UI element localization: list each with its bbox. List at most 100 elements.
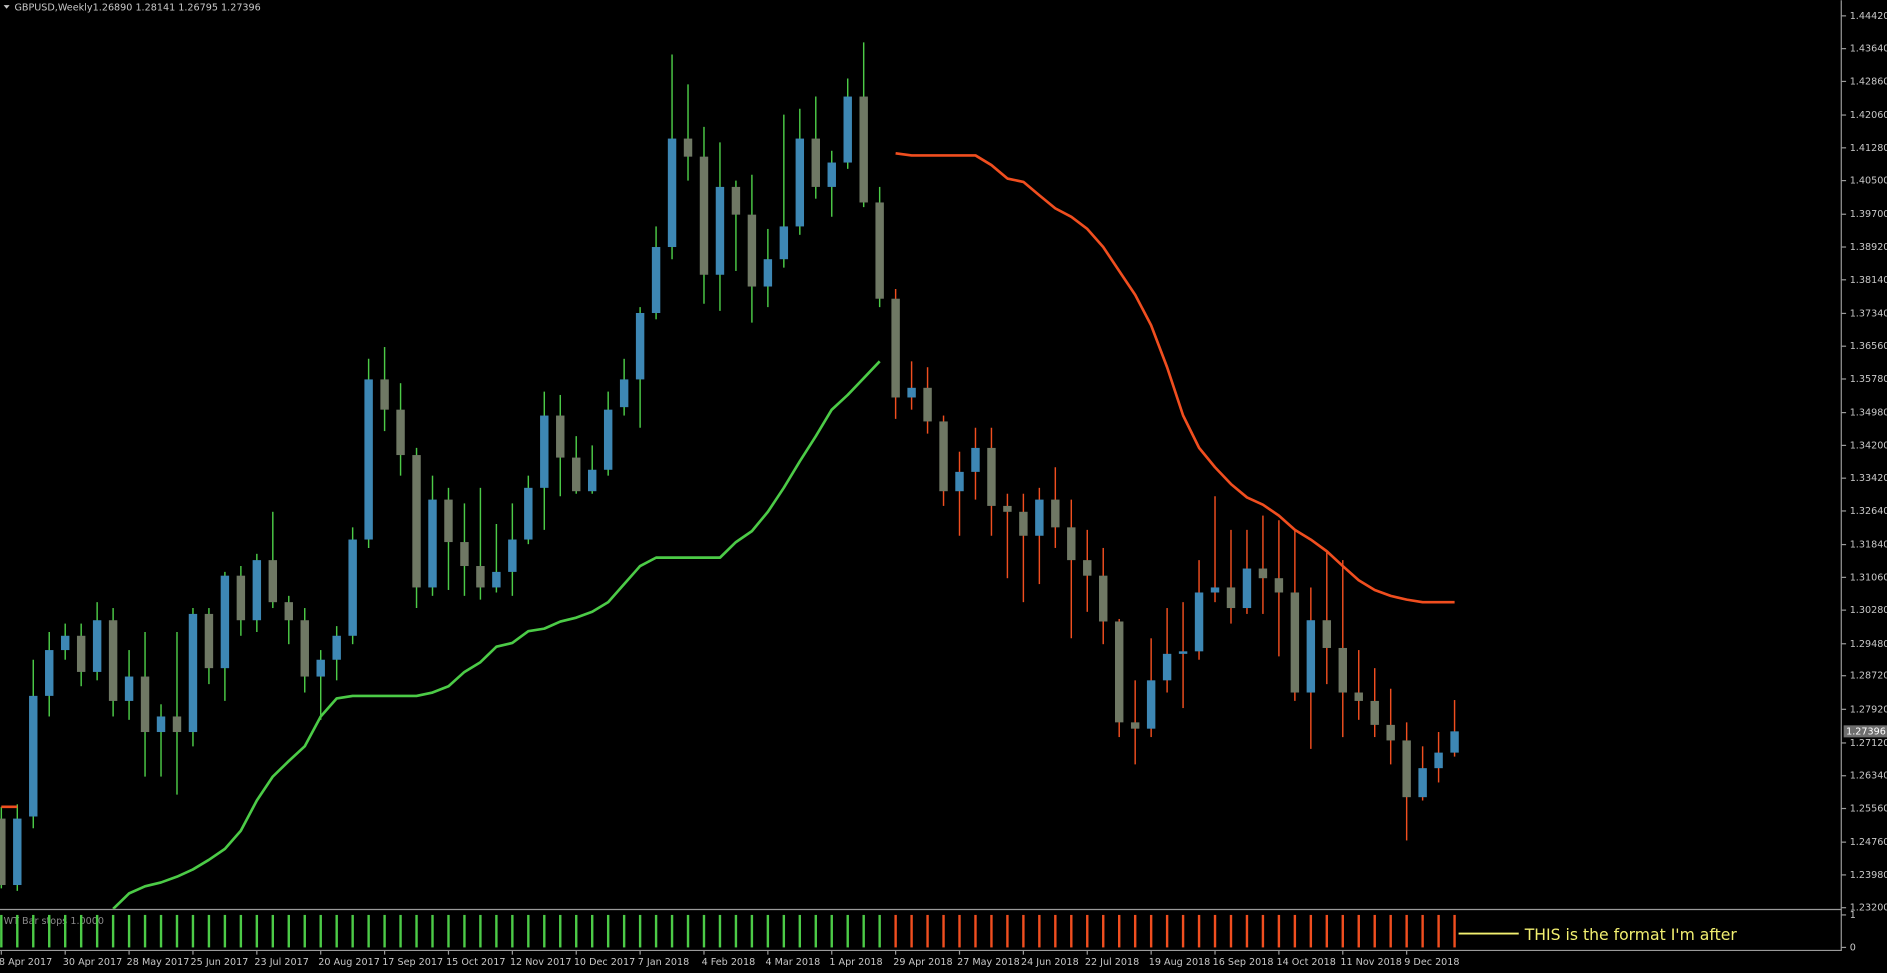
indicator-bar — [143, 914, 147, 948]
y-tick-label: 1.23200 — [1850, 903, 1887, 914]
indicator-bar — [926, 914, 929, 948]
candle-body — [811, 138, 820, 187]
candle-body — [1051, 499, 1060, 528]
indicator-bar — [1022, 914, 1025, 948]
y-tick-label: 1.34200 — [1850, 440, 1887, 451]
indicator-bar — [1038, 914, 1041, 948]
candle-body — [412, 455, 421, 588]
candle-body — [1194, 592, 1204, 652]
candle-body — [955, 471, 964, 492]
x-tick-label: 7 Jan 2018 — [638, 957, 689, 968]
indicator-bar — [79, 914, 83, 948]
candle-body — [827, 162, 836, 187]
ohlc-label: 1.26890 1.28141 1.26795 1.27396 — [93, 3, 261, 14]
indicator-bar — [606, 914, 610, 948]
x-tick-label: 1 Apr 2018 — [829, 957, 882, 968]
y-tick-label: 1.29480 — [1850, 639, 1887, 650]
indicator-pane: WT Bar stops 1.0000 — [0, 914, 1456, 948]
y-tick-label: 1.33420 — [1850, 473, 1887, 484]
indicator-bar — [367, 914, 370, 948]
indicator-bar — [127, 914, 131, 948]
candle-body — [1370, 700, 1379, 725]
candle-body — [60, 635, 70, 651]
candle-body — [1274, 578, 1284, 593]
y-tick-label: 1.32640 — [1850, 506, 1887, 517]
y-tick-label: 1.42860 — [1850, 76, 1887, 87]
indicator-bar — [303, 914, 306, 948]
main-pane — [0, 42, 1459, 909]
candle-body — [508, 539, 517, 572]
indicator-bar — [1245, 914, 1249, 948]
indicator-bar — [1149, 914, 1153, 948]
y-tick-label: 1.23980 — [1850, 870, 1887, 881]
annotation: THIS is the format I'm after — [1524, 925, 1738, 944]
indicator-bar — [958, 914, 961, 948]
candle-body — [428, 499, 437, 588]
candle-body — [1242, 568, 1252, 609]
indicator-bar — [846, 914, 849, 948]
x-tick-label: 8 Apr 2017 — [0, 957, 52, 968]
indicator-bar — [319, 914, 322, 948]
candle-body — [1290, 592, 1300, 693]
x-tick-label: 9 Dec 2018 — [1404, 957, 1459, 968]
indicator-bar — [1437, 914, 1440, 948]
indicator-bar — [766, 914, 770, 948]
y-tick-label: 1.41280 — [1850, 143, 1887, 154]
indicator-title: WT Bar stops 1.0000 — [4, 916, 104, 927]
candle-body — [92, 620, 102, 672]
indicator-bar — [575, 914, 578, 948]
y-tick-label: 1.36560 — [1850, 341, 1887, 352]
menu-arrow[interactable] — [3, 5, 10, 9]
y-tick-label: 1.28720 — [1850, 671, 1887, 682]
y-tick-label: 1 — [1850, 910, 1856, 921]
candle-body — [556, 415, 565, 458]
candle-body — [587, 469, 597, 492]
y-tick-label: 1.40500 — [1850, 176, 1887, 187]
indicator-bar — [48, 914, 51, 948]
x-tick-label: 25 Jun 2017 — [191, 957, 249, 968]
y-tick-label: 1.39700 — [1850, 209, 1887, 220]
candle-body — [444, 499, 453, 543]
candle-body — [1003, 505, 1012, 512]
indicator-bar — [1117, 914, 1121, 948]
candle-body — [236, 575, 246, 621]
candle-body — [348, 539, 357, 636]
candle-body — [316, 659, 325, 677]
indicator-bar — [1165, 914, 1169, 948]
y-tick-label: 1.43640 — [1850, 44, 1887, 55]
candle-body — [1035, 499, 1044, 536]
candle-body — [1067, 527, 1076, 561]
indicator-bar — [271, 914, 275, 948]
x-tick-label: 24 Jun 2018 — [1021, 957, 1079, 968]
indicator-bar — [16, 914, 19, 948]
indicator-bar — [1405, 914, 1408, 948]
candle-body — [460, 542, 469, 567]
candle-body — [1402, 740, 1411, 798]
indicator-bar — [798, 914, 802, 948]
candle-body — [1354, 692, 1363, 701]
candle-body — [1418, 768, 1427, 798]
y-tick-label: 1.27920 — [1850, 704, 1887, 715]
y-tick-label: 1.44420 — [1850, 11, 1887, 22]
indicator-bar — [590, 914, 594, 948]
candle-body — [172, 716, 182, 733]
candle-body — [13, 818, 22, 886]
candle-body — [667, 138, 677, 248]
candle-body — [524, 487, 533, 540]
indicator-bar — [974, 914, 977, 948]
candle-body — [795, 138, 805, 227]
indicator-bar — [1373, 914, 1376, 948]
candle-body — [699, 156, 709, 275]
candle-body — [364, 379, 373, 540]
indicator-bar — [1277, 914, 1281, 948]
indicator-bar — [718, 914, 722, 948]
candle-body — [1434, 752, 1443, 769]
x-tick-label: 20 Aug 2017 — [318, 957, 380, 968]
y-tick-label: 1.38140 — [1850, 275, 1887, 286]
indicator-bar — [1054, 914, 1057, 948]
candle-body — [220, 575, 230, 669]
x-tick-label: 4 Feb 2018 — [702, 957, 756, 968]
y-tick-label: 1.35780 — [1850, 374, 1887, 385]
candle-body — [1178, 651, 1188, 654]
indicator-bar — [1357, 914, 1360, 948]
